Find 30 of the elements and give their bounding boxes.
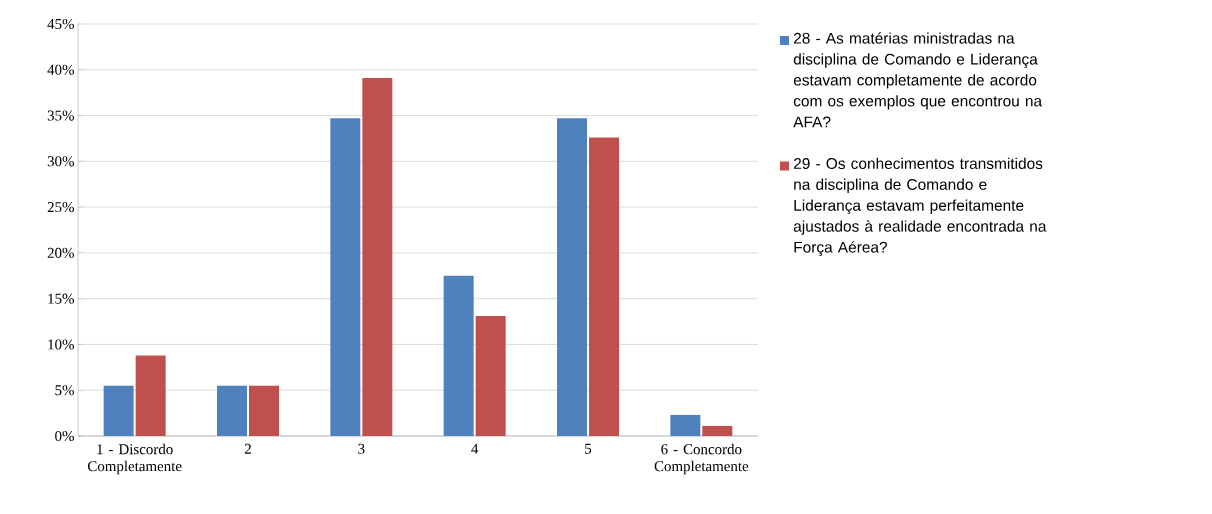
bar <box>443 275 474 436</box>
y-tick-label: 20% <box>47 247 74 258</box>
bar <box>362 78 393 436</box>
y-tick-label: 15% <box>48 293 74 304</box>
x-tick-label: 1 - Discordo Completamente <box>87 443 182 475</box>
x-tick-label: 4 <box>471 443 479 454</box>
bar <box>249 385 279 436</box>
bar <box>135 355 166 436</box>
bar <box>103 385 134 436</box>
y-tick-label: 35% <box>47 110 74 121</box>
y-tick-label: 40% <box>47 64 74 75</box>
y-tick-label: 5% <box>55 385 74 396</box>
bar <box>589 137 619 436</box>
x-tick-label: 5 <box>585 443 592 454</box>
y-tick-label: 0% <box>55 430 74 442</box>
bar <box>557 118 588 436</box>
bar <box>475 316 506 436</box>
bar <box>670 414 701 436</box>
y-tick-label: 25% <box>47 202 74 213</box>
x-tick-label: 6 - Concordo Completamente <box>654 443 749 475</box>
bar <box>702 425 733 436</box>
x-tick-label: 2 <box>244 443 251 454</box>
legend-label: 29 - Os conhecimentos transmitidos na disciplina de Comando e Liderança estavam perfeitamente ajustados à realidade encontrada na Força Aérea? <box>793 157 1047 256</box>
bar <box>330 118 361 436</box>
y-tick-label: 10% <box>48 339 74 350</box>
legend-label: 28 - As matérias ministradas na disciplina de Comando e Liderança estavam completamente de acordo com os exemplos que encontrou na AFA? <box>793 32 1043 128</box>
y-tick-label: 30% <box>47 156 74 167</box>
x-tick-label: 3 <box>358 443 365 454</box>
bar <box>217 385 247 436</box>
y-tick-label: 45% <box>47 18 74 30</box>
